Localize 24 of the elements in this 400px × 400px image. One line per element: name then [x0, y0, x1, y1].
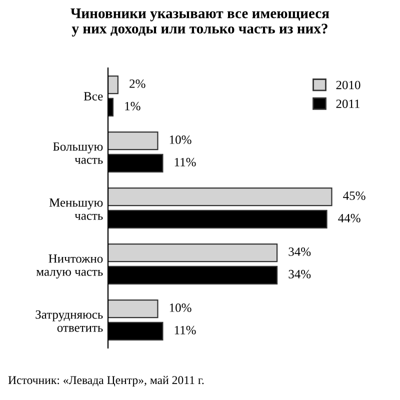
y-tick-label: Большую часть	[53, 142, 103, 164]
bar	[108, 132, 158, 150]
chart-title: Чиновники указывают все имеющиеся у них доходы или только часть из них?	[70, 8, 330, 37]
legend-label: 2011	[336, 100, 360, 108]
y-tick-label: Все	[84, 92, 103, 100]
legend-label: 2010	[336, 80, 360, 90]
data-label: 11%	[174, 326, 196, 334]
data-label: 10%	[170, 303, 192, 312]
bar	[108, 188, 332, 206]
data-label: 11%	[174, 158, 196, 166]
bar	[108, 76, 118, 94]
y-tick-label: Меньшую часть	[49, 198, 103, 220]
data-label: 10%	[170, 135, 192, 144]
data-label: 45%	[343, 191, 366, 200]
data-label: 44%	[338, 214, 360, 222]
text: Источник: «Левада Центр», май 2011 г.	[8, 376, 204, 387]
bar	[108, 300, 158, 318]
data-label: 2%	[130, 79, 146, 88]
data-label: 34%	[288, 247, 311, 256]
y-tick-label: Ничтожно малую часть	[36, 254, 103, 278]
bar	[108, 244, 278, 262]
data-label: 1%	[125, 102, 140, 110]
y-tick-label: Затрудняюсь ответить	[36, 310, 103, 332]
data-label: 34%	[288, 270, 311, 278]
